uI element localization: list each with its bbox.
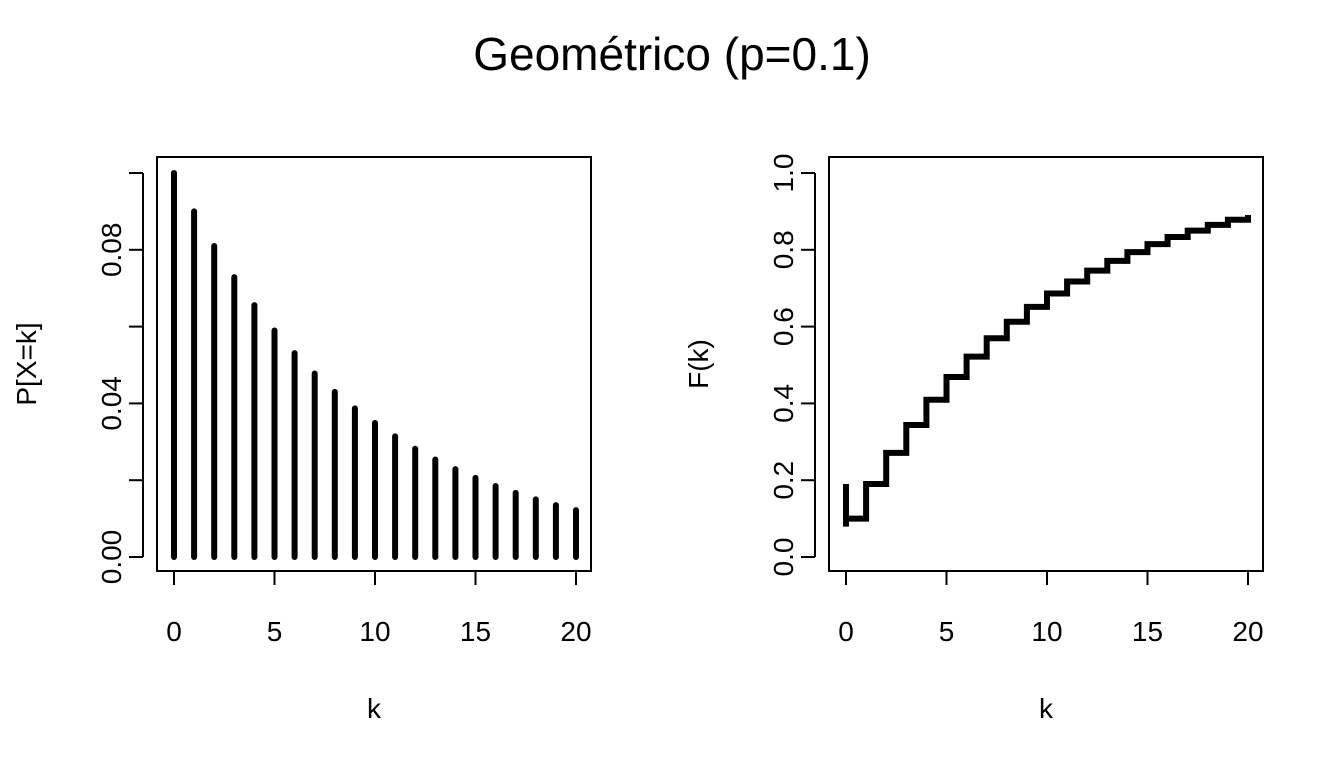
cdf-y-axis-title: F(k) [683, 339, 714, 389]
cdf-y-tick-label: 0.4 [768, 384, 799, 423]
pmf-y-tick-label: 0.04 [96, 376, 127, 431]
pmf-panel: 0 5 10 15 20 0.00 0.04 0.08 k P[X=k] [11, 156, 592, 724]
cdf-step-line [846, 215, 1251, 522]
cdf-marks [843, 215, 1251, 527]
pmf-x-tick-label: 20 [560, 616, 591, 647]
cdf-axes: 0 5 10 15 20 0.0 0.2 0.4 0.6 0.8 1.0 [768, 154, 1264, 647]
cdf-y-tick-label: 1.0 [768, 154, 799, 193]
cdf-panel: 0 5 10 15 20 0.0 0.2 0.4 0.6 0.8 1.0 k F(k) [683, 154, 1264, 724]
pmf-x-tick-label: 15 [460, 616, 491, 647]
cdf-x-tick-label: 20 [1232, 616, 1263, 647]
pmf-y-tick-label: 0.08 [96, 223, 127, 277]
pmf-y-tick-label: 0.00 [96, 530, 127, 585]
cdf-plot-frame [828, 156, 1264, 572]
figure-title: Geométrico (p=0.1) [473, 28, 871, 80]
cdf-x-tick-label: 0 [838, 616, 854, 647]
pmf-axes: 0 5 10 15 20 0.00 0.04 0.08 [96, 172, 592, 647]
pmf-x-axis-title: k [367, 693, 382, 724]
cdf-y-tick-label: 0.0 [768, 538, 799, 577]
pmf-x-tick-label: 0 [166, 616, 182, 647]
cdf-x-tick-label: 10 [1031, 616, 1062, 647]
pmf-marks [171, 170, 579, 560]
pmf-x-tick-label: 5 [267, 616, 283, 647]
pmf-x-tick-label: 10 [359, 616, 390, 647]
cdf-x-axis-title: k [1039, 693, 1054, 724]
cdf-y-tick-label: 0.6 [768, 307, 799, 346]
cdf-x-tick-label: 15 [1132, 616, 1163, 647]
cdf-y-tick-label: 0.8 [768, 230, 799, 269]
cdf-x-tick-label: 5 [939, 616, 955, 647]
pmf-y-axis-title: P[X=k] [11, 322, 42, 405]
cdf-y-tick-label: 0.2 [768, 461, 799, 500]
